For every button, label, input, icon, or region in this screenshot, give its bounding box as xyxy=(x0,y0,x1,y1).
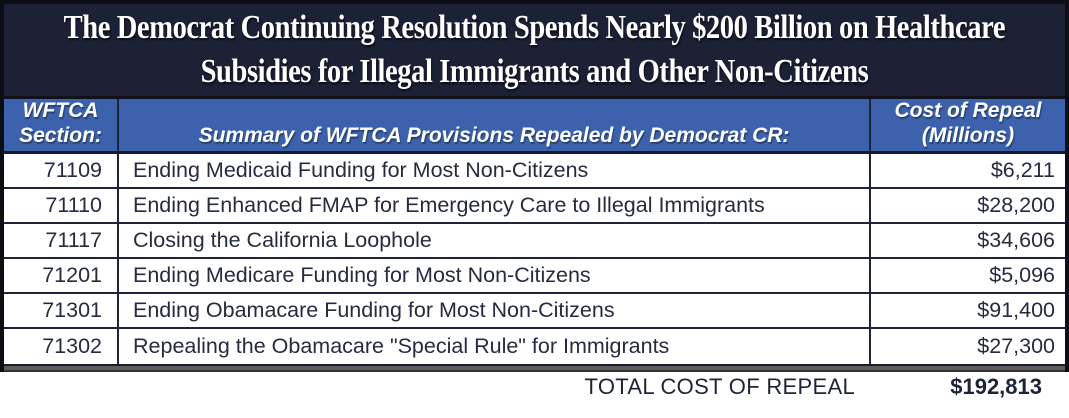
cell-summary: Repealing the Obamacare "Special Rule" f… xyxy=(133,334,670,358)
column-header-section-line1: WFTCA xyxy=(22,99,99,122)
column-header-section-line2: Section: xyxy=(19,124,102,147)
table-row: 71301 Ending Obamacare Funding for Most … xyxy=(4,294,1065,329)
cell-section: 71109 xyxy=(4,154,119,187)
column-header-summary: Summary of WFTCA Provisions Repealed by … xyxy=(119,99,869,151)
bordered-table: The Democrat Continuing Resolution Spend… xyxy=(0,0,1069,372)
title-line-2: Subsidies for Illegal Immigrants and Oth… xyxy=(200,53,869,90)
cell-cost: $34,606 xyxy=(869,224,1065,257)
cell-summary: Ending Medicare Funding for Most Non-Cit… xyxy=(133,263,591,287)
cell-summary: Ending Obamacare Funding for Most Non-Ci… xyxy=(133,298,615,322)
table-row: 71110 Ending Enhanced FMAP for Emergency… xyxy=(4,189,1065,224)
cell-section: 71110 xyxy=(4,189,119,222)
column-header-summary-label: Summary of WFTCA Provisions Repealed by … xyxy=(198,124,790,147)
total-row: TOTAL COST OF REPEAL $192,813 xyxy=(0,372,1069,402)
total-label: TOTAL COST OF REPEAL xyxy=(584,374,855,399)
cell-section: 71201 xyxy=(4,259,119,292)
title-line-1: The Democrat Continuing Resolution Spend… xyxy=(63,9,1006,46)
table-body: 71109 Ending Medicaid Funding for Most N… xyxy=(4,154,1065,364)
table-row: 71201 Ending Medicare Funding for Most N… xyxy=(4,259,1065,294)
cell-summary: Ending Enhanced FMAP for Emergency Care … xyxy=(133,193,765,217)
cell-summary: Closing the California Loophole xyxy=(133,228,432,252)
column-header-cost-line2: (Millions) xyxy=(921,124,1015,147)
table-row: 71109 Ending Medicaid Funding for Most N… xyxy=(4,154,1065,189)
column-header-cost: Cost of Repeal (Millions) xyxy=(869,99,1065,151)
cell-cost: $91,400 xyxy=(869,294,1065,327)
cell-section: 71302 xyxy=(4,329,119,364)
table-header-row: WFTCA Section: Summary of WFTCA Provisio… xyxy=(4,99,1065,154)
cell-cost: $6,211 xyxy=(869,154,1065,187)
cell-cost: $5,096 xyxy=(869,259,1065,292)
table-row: 71117 Closing the California Loophole $3… xyxy=(4,224,1065,259)
cell-cost: $27,300 xyxy=(869,329,1065,364)
column-header-cost-line1: Cost of Repeal xyxy=(894,99,1042,122)
total-value: $192,813 xyxy=(950,374,1042,399)
table-row: 71302 Repealing the Obamacare "Special R… xyxy=(4,329,1065,364)
cell-section: 71117 xyxy=(4,224,119,257)
table-bottom-divider xyxy=(4,364,1065,372)
cell-cost: $28,200 xyxy=(869,189,1065,222)
title-banner: The Democrat Continuing Resolution Spend… xyxy=(4,4,1065,99)
cell-section: 71301 xyxy=(4,294,119,327)
column-header-section: WFTCA Section: xyxy=(4,99,119,151)
cell-summary: Ending Medicaid Funding for Most Non-Cit… xyxy=(133,158,589,182)
